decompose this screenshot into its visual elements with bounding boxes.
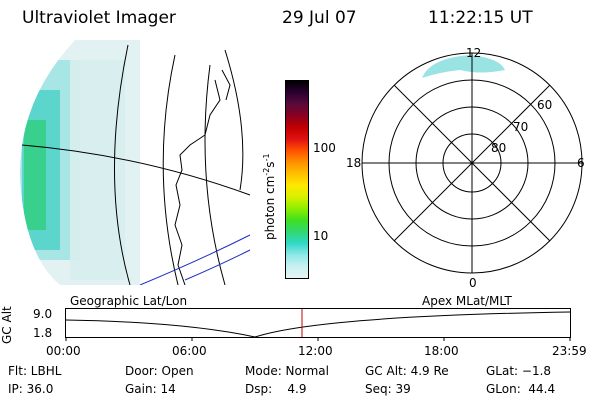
uv-emission-band xyxy=(20,40,140,285)
timeline-ticks xyxy=(65,337,571,341)
latitude-line xyxy=(21,144,251,196)
glat-info: GLat: −1.8 xyxy=(486,364,552,378)
coastline xyxy=(174,79,221,285)
timeline-left-title: Geographic Lat/Lon xyxy=(70,294,188,308)
mlt-line xyxy=(393,84,551,242)
aurora-patch xyxy=(422,55,505,78)
mlt-label-0: 0 xyxy=(469,276,477,290)
instrument-title: Ultraviolet Imager xyxy=(22,8,176,28)
lat-label-80: 80 xyxy=(491,141,507,155)
dsp-info: Dsp: 4.9 xyxy=(245,382,307,396)
colorbar-tick-10: 10 xyxy=(313,229,329,243)
time-label: 11:22:15 UT xyxy=(428,8,533,28)
altitude-timeline xyxy=(65,308,571,341)
ip-info: IP: 36.0 xyxy=(8,382,54,396)
time-tick-1800: 18:00 xyxy=(424,344,459,358)
meridian-line xyxy=(114,44,131,285)
geographic-map xyxy=(20,40,251,285)
time-tick-0000: 00:00 xyxy=(46,344,81,358)
lat-label-70: 70 xyxy=(513,120,529,134)
door-info: Door: Open xyxy=(125,364,194,378)
timeline-ymax: 9.0 xyxy=(33,307,53,321)
terminator-line xyxy=(139,234,251,285)
time-tick-0600: 06:00 xyxy=(172,344,207,358)
time-tick-2359: 23:59 xyxy=(552,344,587,358)
gain-info: Gain: 14 xyxy=(125,382,176,396)
polar-plot xyxy=(361,52,583,274)
mlt-label-18: 18 xyxy=(346,156,362,170)
time-tick-1200: 12:00 xyxy=(298,344,333,358)
timeline-right-title: Apex MLat/MLT xyxy=(422,294,512,308)
meridian-line xyxy=(224,49,244,191)
meridian-line xyxy=(204,64,226,285)
timeline-ylabel: GC Alt xyxy=(0,306,14,344)
mode-info: Mode: Normal xyxy=(245,364,329,378)
mlt-label-12: 12 xyxy=(466,46,482,60)
coastline xyxy=(221,69,231,101)
glon-info: GLon: 44.4 xyxy=(486,382,556,396)
date-label: 29 Jul 07 xyxy=(282,8,357,28)
meridian-line xyxy=(162,54,179,285)
colorbar xyxy=(285,80,309,279)
gc-alt-info: GC Alt: 4.9 Re xyxy=(365,364,449,378)
filter-info: Flt: LBHL xyxy=(8,364,62,378)
colorbar-tick-100: 100 xyxy=(313,141,336,155)
mlt-label-6: 6 xyxy=(577,156,585,170)
altitude-curve xyxy=(65,311,571,338)
timeline-ymin: 1.8 xyxy=(33,326,53,340)
terminator-line xyxy=(184,249,251,281)
colorbar-label: photon cm-2s-1 xyxy=(262,153,277,240)
lat-label-60: 60 xyxy=(537,98,553,112)
seq-info: Seq: 39 xyxy=(365,382,411,396)
